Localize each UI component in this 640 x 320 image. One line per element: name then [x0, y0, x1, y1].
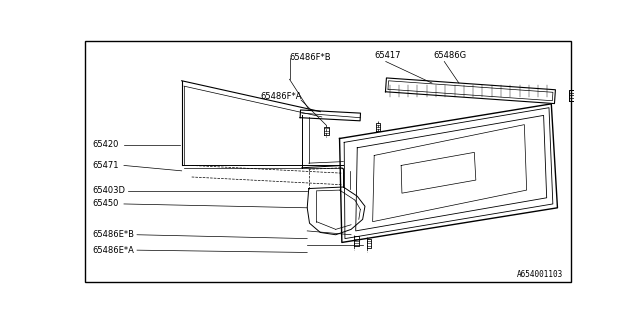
Text: 65486E*A: 65486E*A — [92, 246, 134, 255]
Text: 65486E*B: 65486E*B — [92, 230, 134, 239]
Text: 65450: 65450 — [92, 199, 119, 208]
Text: 65420: 65420 — [92, 140, 119, 149]
Text: 65486G: 65486G — [433, 51, 467, 60]
Text: 65486F*B: 65486F*B — [289, 53, 331, 62]
Text: 65403D: 65403D — [92, 186, 125, 195]
Text: A654001103: A654001103 — [516, 270, 563, 279]
Text: 65417: 65417 — [374, 51, 401, 60]
Text: 65486F*A: 65486F*A — [260, 92, 301, 101]
Text: 65471: 65471 — [92, 161, 119, 170]
